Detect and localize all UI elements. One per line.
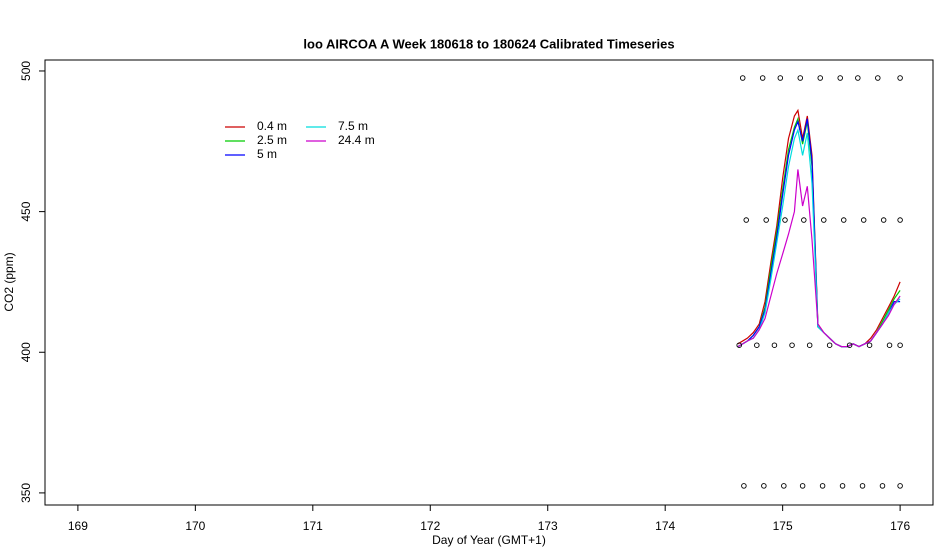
calibration-point: [799, 483, 806, 489]
x-tick-label: 173: [538, 519, 558, 533]
calibration-point: [875, 75, 881, 81]
x-tick-label: 176: [890, 519, 910, 533]
calibration-point: [763, 217, 769, 223]
x-tick-label: 174: [655, 519, 675, 533]
x-tick-label: 171: [303, 519, 323, 533]
calibration-point: [866, 342, 873, 348]
calibration-point: [855, 75, 861, 81]
plot-frame: [44, 59, 934, 506]
y-axis-label: CO2 (ppm): [2, 252, 16, 311]
legend-label: 7.5 m: [338, 119, 368, 133]
x-axis-label: Day of Year (GMT+1): [432, 533, 546, 547]
calibration-point: [837, 75, 843, 81]
calibration-point: [777, 75, 784, 81]
x-tick-label: 175: [773, 519, 793, 533]
calibration-point: [859, 483, 866, 489]
calibration-point: [739, 75, 746, 81]
calibration-point: [846, 342, 853, 348]
calibration-point: [879, 483, 886, 489]
calibration-point: [826, 342, 833, 348]
calibration-point: [897, 342, 903, 348]
calibration-point: [781, 483, 787, 489]
calibration-point: [886, 342, 893, 348]
series-line: [737, 169, 901, 348]
calibration-point: [897, 75, 903, 81]
calibration-point: [817, 75, 823, 81]
chart-title: loo AIRCOA A Week 180618 to 180624 Calib…: [303, 36, 674, 51]
y-tick-label: 500: [19, 61, 33, 81]
calibration-point: [819, 483, 826, 489]
calibration-point: [754, 342, 760, 348]
calibration-point: [736, 342, 742, 348]
x-tick-label: 169: [68, 519, 88, 533]
calibration-point: [860, 217, 867, 223]
calibration-point: [797, 75, 804, 81]
legend-label: 5 m: [257, 147, 277, 161]
calibration-point: [761, 483, 767, 489]
y-tick-label: 350: [19, 483, 33, 503]
calibration-point: [789, 342, 795, 348]
calibration-point: [782, 217, 788, 223]
calibration-point: [897, 483, 903, 489]
calibration-point: [743, 217, 749, 223]
legend-label: 2.5 m: [257, 133, 287, 147]
x-tick-label: 172: [420, 519, 440, 533]
calibration-point: [771, 342, 778, 348]
y-tick-label: 450: [19, 201, 33, 221]
calibration-point: [801, 217, 807, 223]
legend-label: 0.4 m: [257, 119, 287, 133]
calibration-point: [897, 217, 903, 223]
series-line: [737, 108, 901, 348]
calibration-point: [840, 217, 847, 223]
calibration-point: [759, 75, 766, 81]
y-tick-label: 400: [19, 342, 33, 362]
calibration-point: [839, 483, 846, 489]
calibration-point: [741, 483, 747, 489]
legend-label: 24.4 m: [338, 133, 375, 147]
calibration-point: [821, 217, 827, 223]
x-tick-label: 170: [185, 519, 205, 533]
calibration-point: [880, 217, 887, 223]
calibration-point: [806, 342, 813, 348]
